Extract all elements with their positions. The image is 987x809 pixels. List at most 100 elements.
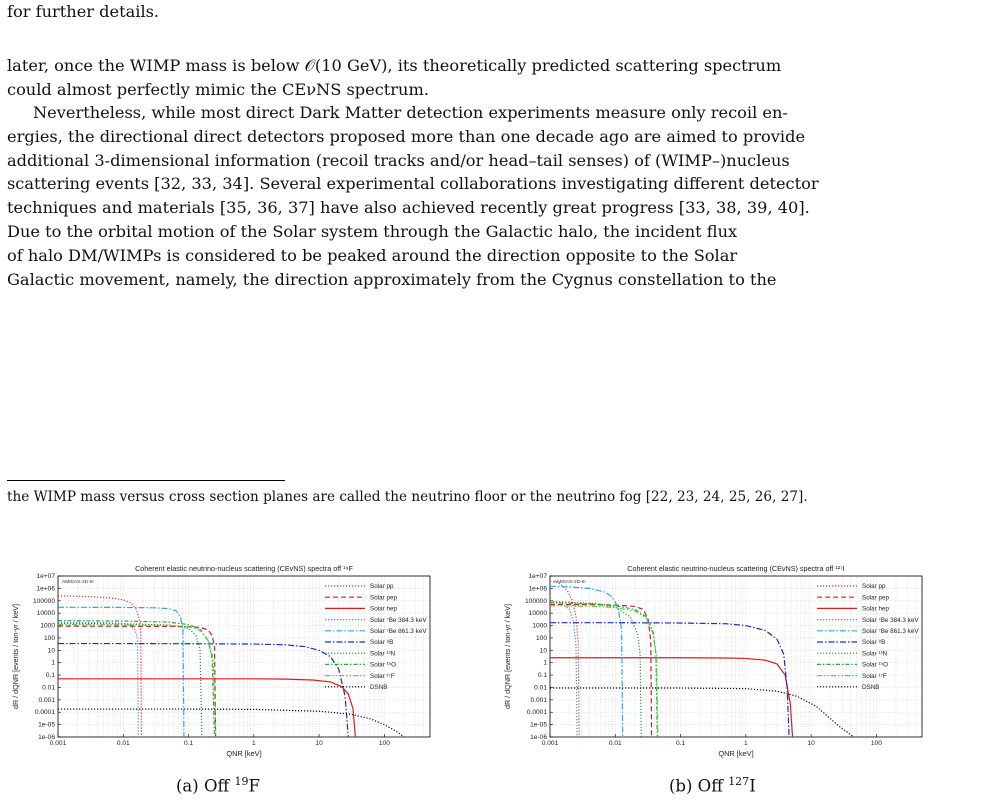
y-tick-label: 1e+06 [36,585,55,592]
legend-label: DSNB [862,684,880,691]
x-tick-label: 0.01 [609,740,622,747]
caption-a-mass: 19 [234,775,249,788]
x-tick-label: 0.001 [542,740,559,747]
y-tick-label: 1e-06 [530,734,547,741]
footnote-rule [7,480,285,481]
text-line: Nevertheless, while most direct Dark Mat… [33,103,788,122]
series-line [58,606,185,737]
legend-label: Solar ⁷Be 861.3 keV [370,628,427,635]
series-line [550,600,642,737]
chart-title: Coherent elastic neutrino-nucleus scatte… [135,564,353,573]
caption-b: (b) Off 127I [669,775,756,796]
legend-label: Solar ⁸B [862,639,885,646]
text-line: Due to the orbital motion of the Solar s… [7,221,738,241]
series-line [58,678,357,737]
plot-frame [57,575,431,738]
y-tick-label: 0.0001 [35,709,56,716]
caption-b-prefix: (b) Off [669,776,729,796]
y-tick-label: 1000 [40,623,55,630]
caption-b-mass: 127 [728,775,750,788]
y-tick-label: 10000 [529,610,548,617]
y-tick-label: 10 [540,647,548,654]
legend-label: Solar ⁸B [370,639,393,646]
chart-title: Coherent elastic neutrino-nucleus scatte… [627,564,844,573]
y-tick-label: 0.1 [538,672,547,679]
series-line [550,580,580,737]
legend-label: Solar ¹⁵O [862,662,888,669]
legend-label: Solar pp [370,583,394,590]
y-tick-label: 1e-05 [530,722,547,729]
x-axis-label: QNR [keV] [718,749,753,758]
chart-i127: Coherent elastic neutrino-nucleus scatte… [503,564,923,758]
x-tick-label: 100 [871,740,882,747]
y-tick-label: 1e+07 [528,573,547,580]
series-line [58,595,143,737]
x-tick-label: 0.1 [676,740,685,747]
series-line [58,642,349,737]
x-axis-label: QNR [keV] [226,749,261,758]
series-line [550,605,659,737]
y-tick-label: 0.01 [42,684,55,691]
y-tick-label: 1e+06 [528,585,547,592]
text-line: techniques and materials [35, 36, 37] ha… [7,198,810,218]
y-tick-label: 10 [48,647,56,654]
y-tick-label: 1e-05 [38,722,55,729]
legend-label: Solar pep [370,594,397,601]
y-tick-label: 0.001 [530,697,547,704]
legend-label: Solar ¹³N [370,650,396,657]
legend-label: Solar pep [862,594,889,601]
text-line: ergies, the directional direct detectors… [7,126,806,146]
series-line [58,625,217,737]
y-tick-label: 100000 [525,598,547,605]
y-tick-label: 1000 [532,623,547,630]
y-tick-label: 100 [536,635,547,642]
chart-tag: AMIDAS-2D-III [62,579,94,585]
series-line [550,622,790,737]
x-tick-label: 100 [379,740,390,747]
legend-label: Solar pp [862,583,886,590]
x-tick-label: 10 [807,740,815,747]
y-tick-label: 1e-06 [38,734,55,741]
text-line: of halo DM/WIMPs is considered to be pea… [7,245,738,265]
plot-frame [549,575,923,738]
caption-a: (a) Off 19F [176,775,260,796]
caption-a-prefix: (a) Off [176,776,235,796]
series-line [58,623,217,737]
x-tick-label: 0.01 [117,740,130,747]
y-tick-label: 0.001 [38,697,55,704]
x-tick-label: 1 [744,740,748,747]
series-line [550,687,855,737]
paragraph-1: later, once the WIMP mass is below 𝒪(10 … [7,54,979,102]
legend-label: Solar ¹⁵O [370,662,396,669]
y-tick-label: 100000 [33,598,55,605]
series-line [550,585,624,737]
series-line [550,657,794,737]
paragraph-2: Nevertheless, while most direct Dark Mat… [7,101,979,291]
x-tick-label: 1 [252,740,256,747]
text-line: for further details. [7,2,160,21]
legend-label: Solar hep [370,606,397,613]
series-line [58,622,203,737]
y-tick-label: 0.01 [534,684,547,691]
y-tick-label: 1 [543,660,547,667]
series-line [58,708,405,737]
text-line: later, once the WIMP mass is below 𝒪(10 … [7,56,782,75]
legend-label: Solar ¹³N [862,650,888,657]
legend-label: Solar ⁷Be 861.3 keV [862,628,919,635]
grid [57,575,431,738]
y-tick-label: 1e+07 [36,573,55,580]
footnote: the WIMP mass versus cross section plane… [7,489,808,505]
y-tick-label: 1 [51,660,55,667]
chart-f19: Coherent elastic neutrino-nucleus scatte… [11,564,431,758]
x-tick-label: 0.001 [50,740,67,747]
text-line: could almost perfectly mimic the CEνNS s… [7,79,429,99]
y-tick-label: 0.0001 [527,709,548,716]
x-tick-label: 0.1 [184,740,193,747]
top-fragment: for further details. [7,0,979,24]
y-axis-label: dR / dQNR [events / ton-yr / keV] [11,604,20,709]
legend-label: Solar ¹⁷F [370,673,395,680]
series-line [58,620,216,737]
y-tick-label: 100 [44,635,55,642]
x-tick-label: 10 [315,740,323,747]
series-line [550,602,658,737]
